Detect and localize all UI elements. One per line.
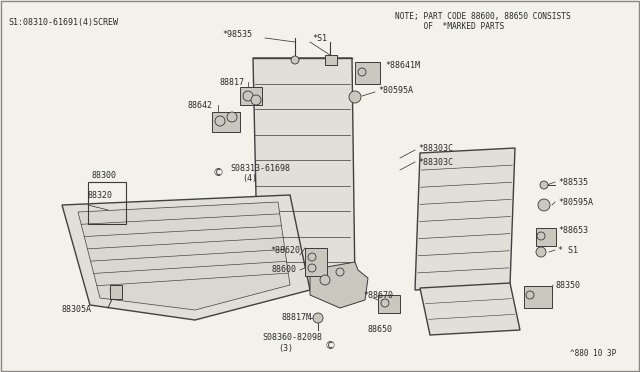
Text: *80595A: *80595A xyxy=(378,86,413,94)
Bar xyxy=(536,228,556,246)
Text: 88300: 88300 xyxy=(92,170,117,180)
Bar xyxy=(212,112,240,132)
Circle shape xyxy=(227,112,237,122)
Bar xyxy=(524,286,552,308)
Circle shape xyxy=(526,291,534,299)
Circle shape xyxy=(291,56,299,64)
Circle shape xyxy=(349,91,361,103)
Text: 88320: 88320 xyxy=(88,190,113,199)
Text: S1:08310-61691(4)SCREW: S1:08310-61691(4)SCREW xyxy=(8,18,118,27)
Circle shape xyxy=(215,116,225,126)
Text: *88670: *88670 xyxy=(363,291,393,299)
Text: (4): (4) xyxy=(242,173,257,183)
Polygon shape xyxy=(420,283,520,335)
Text: *88303C: *88303C xyxy=(418,144,453,153)
Bar xyxy=(110,285,122,299)
Text: *88303C: *88303C xyxy=(418,157,453,167)
Circle shape xyxy=(313,313,323,323)
Text: *88535: *88535 xyxy=(558,177,588,186)
Text: *88641M: *88641M xyxy=(385,61,420,70)
Text: *88653: *88653 xyxy=(558,225,588,234)
Circle shape xyxy=(336,268,344,276)
Circle shape xyxy=(243,91,253,101)
Text: NOTE; PART CODE 88600, 88650 CONSISTS: NOTE; PART CODE 88600, 88650 CONSISTS xyxy=(395,12,571,21)
Text: $\copyright$: $\copyright$ xyxy=(212,166,224,178)
Text: 88817: 88817 xyxy=(220,77,245,87)
Polygon shape xyxy=(62,195,310,320)
Circle shape xyxy=(540,181,548,189)
Bar xyxy=(355,62,380,84)
Circle shape xyxy=(308,264,316,272)
Text: *98535: *98535 xyxy=(222,29,252,38)
Circle shape xyxy=(358,68,366,76)
Text: * S1: * S1 xyxy=(558,246,578,254)
Text: *80595A: *80595A xyxy=(558,198,593,206)
Text: $\copyright$: $\copyright$ xyxy=(324,339,336,351)
Text: S08360-82098: S08360-82098 xyxy=(262,334,322,343)
Polygon shape xyxy=(415,148,515,290)
Text: 88350: 88350 xyxy=(555,280,580,289)
Text: 88642: 88642 xyxy=(188,100,213,109)
Polygon shape xyxy=(78,202,290,310)
Text: *88620: *88620 xyxy=(270,246,300,254)
Circle shape xyxy=(536,247,546,257)
Circle shape xyxy=(320,275,330,285)
Text: S08313-61698: S08313-61698 xyxy=(230,164,290,173)
Bar xyxy=(378,295,400,313)
Circle shape xyxy=(308,253,316,261)
Circle shape xyxy=(538,199,550,211)
Bar xyxy=(88,182,126,224)
Circle shape xyxy=(537,232,545,240)
Text: *S1: *S1 xyxy=(312,33,327,42)
Text: 88600: 88600 xyxy=(272,266,297,275)
Text: 88305A: 88305A xyxy=(62,305,92,314)
Polygon shape xyxy=(253,58,355,288)
Circle shape xyxy=(251,95,261,105)
Text: (3): (3) xyxy=(278,343,293,353)
Bar xyxy=(325,55,337,65)
Text: OF  *MARKED PARTS: OF *MARKED PARTS xyxy=(395,22,504,31)
Text: ^880 10 3P: ^880 10 3P xyxy=(570,349,616,358)
Polygon shape xyxy=(310,262,368,308)
Bar xyxy=(305,248,327,276)
Circle shape xyxy=(381,299,389,307)
Text: 88817M: 88817M xyxy=(282,314,312,323)
Bar xyxy=(240,87,262,105)
Text: 88650: 88650 xyxy=(368,326,393,334)
